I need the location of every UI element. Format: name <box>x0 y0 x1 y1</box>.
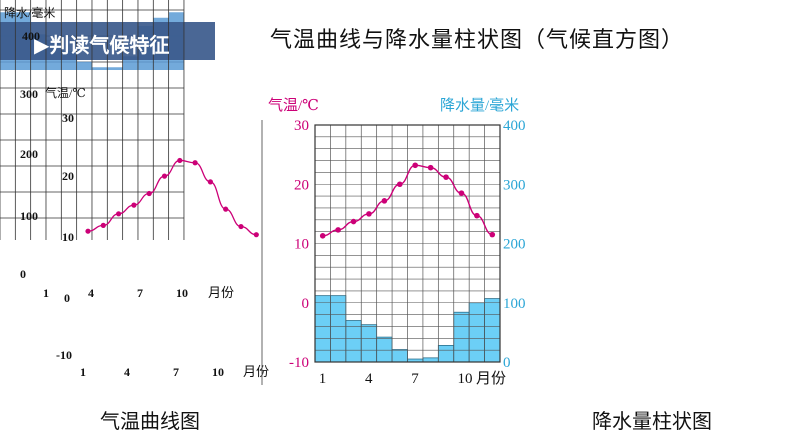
right-precip-bar <box>437 345 455 363</box>
left-month-tick: 7 <box>137 286 143 300</box>
right-month-unit: 月份 <box>476 370 506 387</box>
right-month-tick: 10 <box>457 371 472 387</box>
left-month-unit: 月份 <box>208 285 234 300</box>
right-precip-bar <box>422 357 439 363</box>
left-temp-point <box>253 232 259 238</box>
left-month-tick: 10 <box>212 365 224 379</box>
left-precip-tick: 300 <box>20 87 38 101</box>
left-precip-tick: 200 <box>20 147 38 161</box>
left-precip-tick: 100 <box>20 209 38 223</box>
left-temp-line <box>87 159 257 236</box>
right-precip-bar <box>453 311 470 363</box>
left-precip-bar <box>107 67 123 70</box>
right-precip-tick: 0 <box>503 355 511 371</box>
right-temp-point <box>396 181 403 188</box>
page-title: 气温曲线与降水量柱状图（气候直方图） <box>270 28 685 53</box>
left-month-tick: 4 <box>124 365 130 379</box>
right-precip-bar <box>391 349 408 363</box>
left-temp-point <box>85 228 91 234</box>
right-precip-bar <box>376 336 393 363</box>
right-month-tick: 1 <box>319 371 327 387</box>
left-temp-tick: 0 <box>64 291 70 305</box>
right-month-tick: 4 <box>365 371 373 387</box>
right-temp-tick: 10 <box>294 237 309 253</box>
right-precip-bar <box>360 324 378 363</box>
left-temp-tick: 10 <box>62 230 74 244</box>
right-temp-point <box>350 218 357 225</box>
right-temp-tick: 30 <box>294 118 309 134</box>
left-precip-bar <box>76 61 92 70</box>
left-month-tick: 10 <box>176 286 188 300</box>
right-temp-tick: 20 <box>294 177 309 193</box>
left-temp-point <box>238 223 244 230</box>
caption-precipitation-bars: 降水量柱状图 <box>592 409 712 433</box>
right-precip-tick: 400 <box>503 118 526 134</box>
left-precip-bar <box>91 67 108 70</box>
left-temp-point <box>207 179 213 185</box>
left-precip-grid-overlay <box>0 0 185 240</box>
left-month-tick: 1 <box>43 286 49 300</box>
left-temp-point <box>161 173 168 179</box>
right-precip-bar <box>484 298 501 363</box>
right-temp-point <box>427 164 434 171</box>
left-temp-tick: -10 <box>56 348 72 362</box>
left-month-tick: 4 <box>88 286 94 300</box>
right-precip-tick: 300 <box>503 177 526 193</box>
right-temp-point <box>335 227 341 233</box>
right-temp-point <box>319 232 326 239</box>
left-temp-point <box>131 202 137 208</box>
left-temp-point <box>192 160 198 166</box>
left-temp-point <box>146 190 152 197</box>
left-precip-axis-label: 降水/毫米 <box>4 5 55 20</box>
left-temp-tick: 30 <box>62 111 74 125</box>
left-temp-point <box>177 157 183 164</box>
right-temp-axis-label: 气温/℃ <box>268 97 319 114</box>
left-temp-point <box>223 206 229 212</box>
left-precip-tick: 0 <box>20 267 26 281</box>
right-precip-bar <box>468 302 485 363</box>
left-precip-tick: 400 <box>22 29 40 43</box>
section-title: ▶判读气候特征 <box>34 33 170 57</box>
right-temp-point <box>412 162 419 169</box>
right-precip-axis-label: 降水量/毫米 <box>440 96 519 114</box>
left-month-unit: 月份 <box>243 364 269 379</box>
right-precip-tick: 200 <box>503 237 526 253</box>
left-temp-tick: 20 <box>62 169 74 183</box>
right-precip-bar <box>330 295 347 363</box>
right-temp-tick: 0 <box>302 296 310 312</box>
left-temp-point <box>100 222 106 228</box>
right-temp-point <box>474 212 480 219</box>
right-precip-bar <box>314 295 331 363</box>
left-month-tick: 1 <box>80 365 86 379</box>
left-temperature-curve <box>85 157 259 238</box>
right-precip-tick: 100 <box>503 296 526 312</box>
right-month-tick: 7 <box>411 371 419 387</box>
right-temp-point <box>443 174 449 180</box>
left-month-tick: 7 <box>173 365 179 379</box>
right-temp-point <box>458 190 465 196</box>
right-plot-frame <box>314 124 501 363</box>
left-temp-point <box>116 211 122 217</box>
right-temp-point <box>381 198 388 204</box>
right-temp-tick: -10 <box>289 355 309 371</box>
right-temp-point <box>366 211 372 217</box>
caption-temperature-curve: 气温曲线图 <box>100 409 200 433</box>
left-temp-axis-label: 气温/℃ <box>45 85 86 100</box>
right-temp-point <box>489 231 496 238</box>
